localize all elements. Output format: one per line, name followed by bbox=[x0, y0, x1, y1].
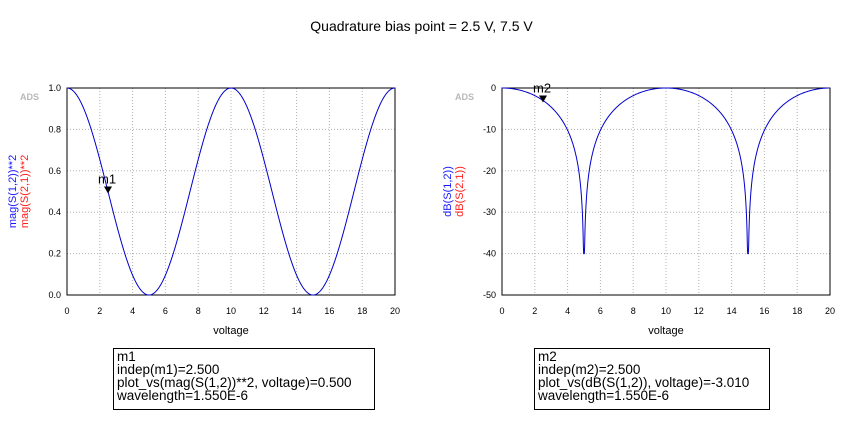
x-tick-label: 20 bbox=[390, 306, 400, 316]
x-tick-label: 2 bbox=[532, 306, 537, 316]
y-tick-label: -40 bbox=[483, 249, 496, 259]
y-axis-label: mag(S(2,1))**2 bbox=[19, 155, 31, 228]
readout-line: wavelength=1.550E-6 bbox=[538, 388, 669, 403]
x-tick-label: 2 bbox=[97, 306, 102, 316]
marker-readout-m1: m1 indep(m1)=2.500 plot_vs(mag(S(1,2))**… bbox=[113, 348, 375, 410]
x-tick-label: 18 bbox=[792, 306, 802, 316]
y-tick-label: -30 bbox=[483, 207, 496, 217]
y-tick-label: -50 bbox=[483, 290, 496, 300]
y-axis-label: dB(S(1,2)) bbox=[442, 166, 454, 217]
series-line bbox=[502, 87, 830, 255]
x-tick-label: 14 bbox=[292, 306, 302, 316]
readout-line: indep(m1)=2.500 bbox=[117, 362, 220, 377]
readout-line: indep(m2)=2.500 bbox=[538, 362, 641, 377]
x-tick-label: 14 bbox=[727, 306, 737, 316]
y-axis-label: dB(S(2,1)) bbox=[454, 166, 466, 217]
x-tick-label: 8 bbox=[196, 306, 201, 316]
y-tick-label: -10 bbox=[483, 124, 496, 134]
x-tick-label: 16 bbox=[759, 306, 769, 316]
ads-watermark: ADS bbox=[20, 92, 39, 102]
marker-triangle bbox=[539, 95, 547, 103]
y-tick-label: 0.2 bbox=[48, 249, 61, 259]
y-tick-label: 0.0 bbox=[48, 290, 61, 300]
x-tick-label: 10 bbox=[226, 306, 236, 316]
y-tick-label: 0.6 bbox=[48, 166, 61, 176]
page-title: Quadrature bias point = 2.5 V, 7.5 V bbox=[310, 18, 533, 34]
x-tick-label: 16 bbox=[324, 306, 334, 316]
x-tick-label: 18 bbox=[357, 306, 367, 316]
x-tick-label: 0 bbox=[64, 306, 69, 316]
x-tick-label: 0 bbox=[499, 306, 504, 316]
x-tick-label: 4 bbox=[130, 306, 135, 316]
x-tick-label: 12 bbox=[259, 306, 269, 316]
marker-readout-m2: m2 indep(m2)=2.500 plot_vs(dB(S(1,2)), v… bbox=[534, 348, 770, 410]
y-axis-label: mag(S(1,2))**2 bbox=[7, 155, 19, 228]
x-tick-label: 20 bbox=[825, 306, 835, 316]
y-tick-label: 0.4 bbox=[48, 207, 61, 217]
plot-frame bbox=[66, 87, 396, 296]
y-tick-label: 1.0 bbox=[48, 83, 61, 93]
x-tick-label: 8 bbox=[631, 306, 636, 316]
x-tick-label: 12 bbox=[694, 306, 704, 316]
y-tick-label: -20 bbox=[483, 166, 496, 176]
series-line bbox=[66, 87, 396, 296]
x-tick-label: 4 bbox=[565, 306, 570, 316]
y-tick-label: 0.8 bbox=[48, 124, 61, 134]
plot-frame bbox=[501, 87, 831, 296]
x-tick-label: 10 bbox=[661, 306, 671, 316]
x-tick-label: 6 bbox=[598, 306, 603, 316]
x-axis-label: voltage bbox=[213, 325, 248, 337]
y-tick-label: 0 bbox=[491, 83, 496, 93]
x-tick-label: 6 bbox=[163, 306, 168, 316]
marker-label: m1 bbox=[98, 172, 116, 187]
marker-label: m2 bbox=[533, 80, 551, 95]
ads-watermark: ADS bbox=[455, 92, 474, 102]
readout-line: wavelength=1.550E-6 bbox=[117, 388, 248, 403]
readout-line: plot_vs(dB(S(1,2)), voltage)=-3.010 bbox=[538, 375, 750, 390]
x-axis-label: voltage bbox=[648, 325, 683, 337]
readout-line: m1 bbox=[117, 349, 136, 364]
readout-line: m2 bbox=[538, 349, 557, 364]
readout-line: plot_vs(mag(S(1,2))**2, voltage)=0.500 bbox=[117, 375, 352, 390]
marker-triangle bbox=[104, 186, 112, 194]
